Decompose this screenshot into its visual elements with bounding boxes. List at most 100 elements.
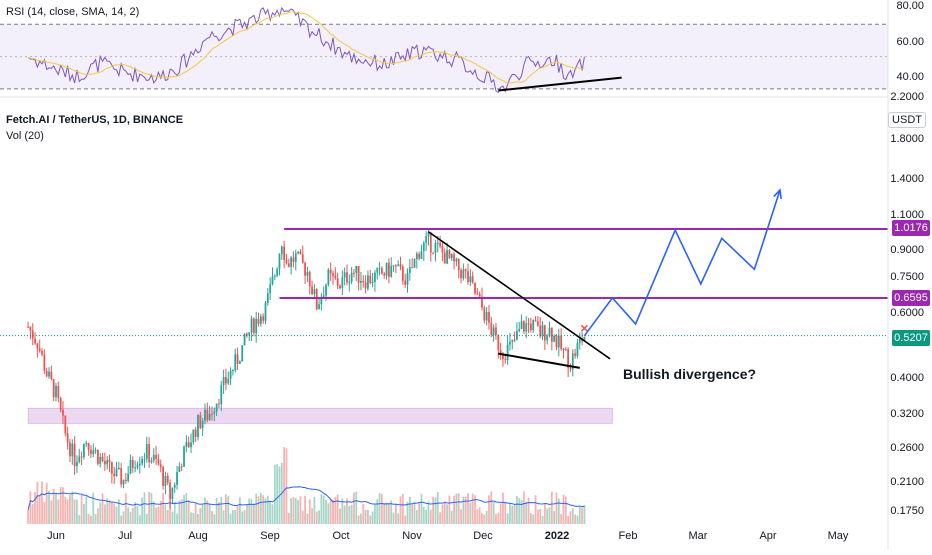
candle-body <box>474 282 476 294</box>
volume-bar <box>420 493 423 524</box>
volume-bar <box>169 495 171 524</box>
volume-bar <box>180 499 183 524</box>
volume-bar <box>294 497 297 524</box>
candle-body <box>150 460 153 463</box>
candle-body <box>127 473 130 481</box>
volume-bar <box>176 513 178 524</box>
volume-bar <box>232 510 234 524</box>
volume-bar <box>448 495 451 524</box>
candle-body <box>243 333 246 346</box>
volume-bar <box>523 491 525 524</box>
volume-bar <box>117 499 120 524</box>
candle-body <box>360 280 362 283</box>
volume-bar <box>229 513 232 524</box>
price-tick: 1.4000 <box>890 173 924 185</box>
candle-body <box>399 264 402 267</box>
candle-body <box>462 269 465 279</box>
volume-bar <box>264 498 267 524</box>
volume-bar <box>355 491 358 524</box>
candle-body <box>439 242 441 247</box>
time-tick: Feb <box>618 530 638 542</box>
resistance-mid-badge: 0.6595 <box>892 290 930 306</box>
volume-bar <box>218 502 220 524</box>
rsi-sma-line <box>27 11 585 84</box>
candle-body <box>199 415 202 429</box>
candle-body <box>401 266 404 281</box>
volume-bar <box>122 511 125 524</box>
current-price-badge: 0.5207 <box>892 330 930 346</box>
candle-body <box>145 444 148 459</box>
volume-bar <box>539 508 542 524</box>
volume-bar <box>115 506 118 524</box>
candle-body <box>190 442 192 448</box>
volume-bar <box>553 510 556 524</box>
candle-body <box>71 443 74 457</box>
volume-bar <box>311 508 313 524</box>
volume-bar <box>532 514 535 524</box>
rsi-title[interactable]: RSI (14, close, SMA, 14, 2) <box>6 6 140 18</box>
candle-body <box>557 335 560 348</box>
currency-label[interactable]: USDT <box>888 112 926 128</box>
candle-body <box>264 302 267 321</box>
candle-body <box>429 232 432 253</box>
volume-bar <box>436 492 439 524</box>
candle-body <box>90 449 92 454</box>
candle-body <box>476 293 479 295</box>
candle-body <box>99 456 102 464</box>
volume-bar <box>362 503 365 524</box>
candle-body <box>124 479 127 481</box>
volume-bar <box>478 507 481 524</box>
volume-bar <box>418 503 421 524</box>
candle-body <box>564 348 567 350</box>
candle-body <box>180 466 183 468</box>
candle-body <box>297 251 299 254</box>
candle-body <box>166 475 169 483</box>
volume-bar <box>127 507 130 524</box>
candle-body <box>129 459 132 474</box>
volume-bar <box>48 490 50 524</box>
volume-bar <box>252 503 255 524</box>
volume-bar <box>562 494 565 524</box>
candle-body <box>87 442 90 450</box>
candle-body <box>583 336 586 342</box>
candle-body <box>481 296 483 308</box>
volume-bar <box>145 513 148 524</box>
candle-body <box>143 458 146 460</box>
candle-body <box>36 343 39 349</box>
candle-body <box>138 463 141 466</box>
candle-body <box>208 413 211 420</box>
volume-bar <box>194 502 197 524</box>
volume-bar <box>541 515 544 524</box>
candle-body <box>411 267 414 269</box>
volume-bar <box>422 506 425 524</box>
candle-body <box>262 316 265 321</box>
volume-bar <box>287 512 290 524</box>
price-tick: 0.3200 <box>890 408 924 420</box>
volume-bar <box>332 500 334 524</box>
volume-bar <box>502 492 504 524</box>
candle-body <box>441 246 444 253</box>
candle-body <box>453 254 455 262</box>
volume-bar <box>43 502 46 524</box>
volume-bar <box>569 511 572 524</box>
symbol-title[interactable]: Fetch.AI / TetherUS, 1D, BINANCE <box>6 114 184 126</box>
volume-bar <box>516 495 518 524</box>
candle-body <box>278 254 281 269</box>
candle-body <box>532 320 535 331</box>
volume-bar <box>520 500 523 524</box>
candle-body <box>187 442 190 448</box>
volume-bar <box>80 494 83 524</box>
rsi-panel <box>0 6 888 94</box>
candle-body <box>374 272 376 282</box>
volume-bar <box>485 510 488 524</box>
bullish-divergence-annotation[interactable]: Bullish divergence? <box>623 366 757 382</box>
volume-indicator-label[interactable]: Vol (20) <box>6 130 44 142</box>
candle-body <box>239 361 241 364</box>
candle-body <box>492 327 495 335</box>
candle-body <box>59 397 62 410</box>
candle-body <box>450 254 453 259</box>
volume-bar <box>90 515 92 524</box>
volume-bar <box>304 495 306 524</box>
volume-bar <box>313 496 316 524</box>
